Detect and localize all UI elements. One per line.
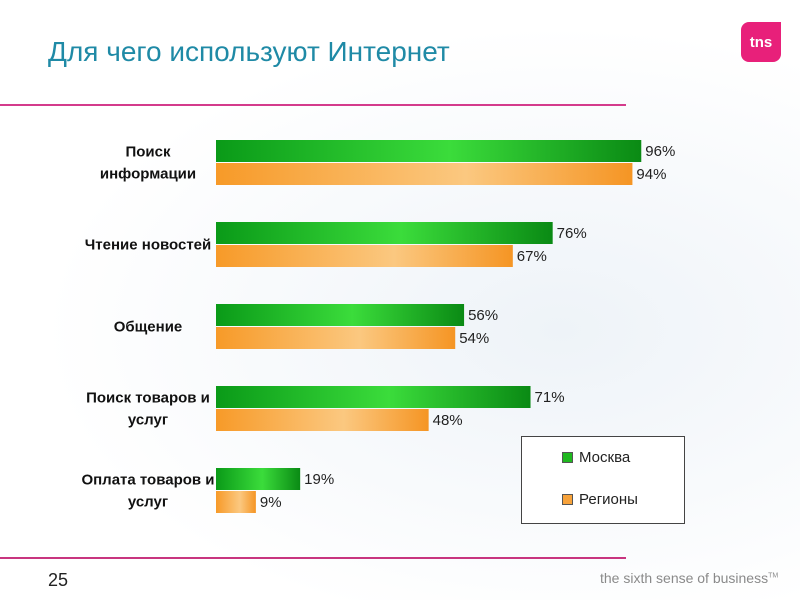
- category-label-0-line-0: Поиск: [125, 144, 171, 161]
- category-label-3-line-0: Поиск товаров и: [86, 390, 210, 407]
- bar-moscow-0: [216, 140, 642, 162]
- value-label-moscow-4: 19%: [304, 471, 334, 488]
- legend-item-regions: Регионы: [562, 491, 638, 508]
- legend-swatch-moscow: [562, 452, 573, 463]
- value-label-moscow-3: 71%: [535, 389, 565, 406]
- category-label-4-line-0: Оплата товаров и: [81, 472, 214, 489]
- category-label-2-line-0: Общение: [114, 319, 183, 336]
- bar-regions-2: [216, 327, 456, 349]
- legend-item-moscow: Москва: [562, 449, 630, 466]
- tns-logo: tns: [741, 22, 781, 62]
- bar-moscow-4: [216, 468, 301, 490]
- value-label-moscow-0: 96%: [645, 143, 675, 160]
- value-label-regions-3: 48%: [433, 412, 463, 429]
- category-label-0-line-1: информации: [100, 166, 196, 183]
- value-label-regions-0: 94%: [636, 166, 666, 183]
- category-label-1-line-0: Чтение новостей: [85, 237, 211, 254]
- category-label-3-line-1: услуг: [128, 412, 168, 429]
- page-number: 25: [48, 570, 69, 590]
- tagline: the sixth sense of businessTM: [600, 570, 778, 586]
- legend-swatch-regions: [562, 494, 573, 505]
- legend-label-moscow: Москва: [579, 449, 631, 466]
- bar-regions-0: [216, 163, 633, 185]
- category-label-4-line-1: услуг: [128, 494, 168, 511]
- value-label-moscow-2: 56%: [468, 307, 498, 324]
- legend-label-regions: Регионы: [579, 491, 638, 508]
- top-divider: [0, 104, 626, 106]
- chart-legend: Москва Регионы: [521, 436, 685, 524]
- tagline-text: the sixth sense of business: [600, 570, 769, 586]
- value-label-moscow-1: 76%: [557, 225, 587, 242]
- page-title: Для чего используют Интернет: [48, 36, 450, 67]
- tagline-trademark: TM: [768, 572, 779, 580]
- bar-regions-3: [216, 409, 429, 431]
- bar-regions-1: [216, 245, 513, 267]
- value-label-regions-1: 67%: [517, 248, 547, 265]
- value-label-regions-4: 9%: [260, 494, 282, 511]
- value-label-regions-2: 54%: [459, 330, 489, 347]
- bar-moscow-1: [216, 222, 553, 244]
- bar-regions-4: [216, 491, 256, 513]
- bar-moscow-2: [216, 304, 465, 326]
- bar-moscow-3: [216, 386, 531, 408]
- bottom-divider: [0, 557, 626, 559]
